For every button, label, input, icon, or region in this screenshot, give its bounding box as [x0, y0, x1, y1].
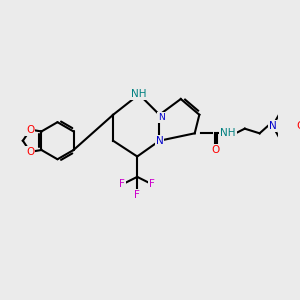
- Text: N: N: [269, 121, 277, 131]
- Text: O: O: [26, 147, 34, 157]
- Text: F: F: [149, 179, 155, 189]
- Text: O: O: [296, 121, 300, 131]
- Text: O: O: [26, 124, 34, 135]
- Text: F: F: [134, 190, 140, 200]
- Text: N: N: [156, 136, 163, 146]
- Text: O: O: [211, 145, 219, 155]
- Text: NH: NH: [131, 89, 147, 99]
- Text: NH: NH: [220, 128, 236, 138]
- Text: N: N: [158, 113, 165, 122]
- Text: F: F: [119, 179, 125, 189]
